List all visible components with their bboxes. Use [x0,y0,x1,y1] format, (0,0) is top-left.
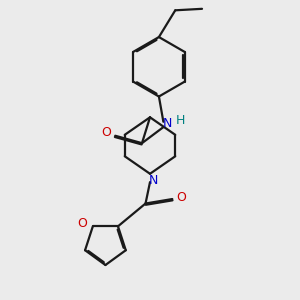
Text: H: H [176,114,185,127]
Text: N: N [149,174,158,187]
Text: O: O [176,191,186,204]
Text: O: O [77,217,87,230]
Text: N: N [162,117,172,130]
Text: O: O [101,126,111,139]
